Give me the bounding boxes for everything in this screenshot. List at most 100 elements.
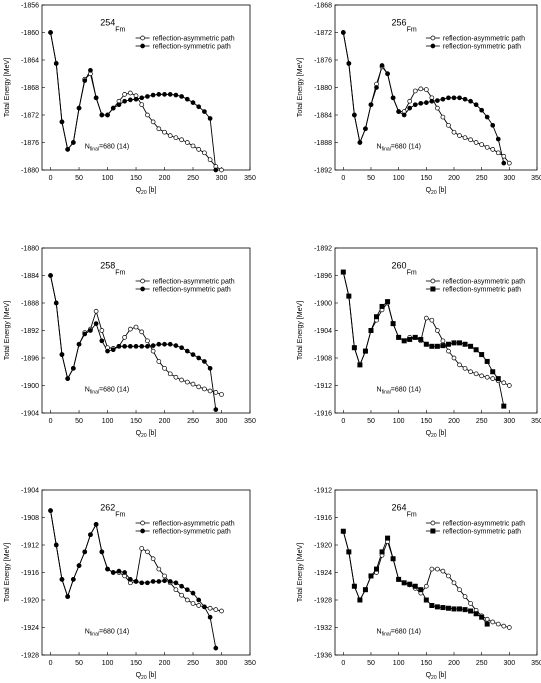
y-tick-label: -1912	[314, 383, 332, 390]
data-point	[473, 371, 479, 377]
data-point	[116, 102, 122, 108]
data-point	[99, 328, 105, 333]
x-axis-label-sub: 20	[141, 433, 147, 439]
data-point	[374, 566, 380, 572]
x-axis-label-main: Q	[426, 187, 432, 194]
data-point	[76, 341, 82, 347]
y-tick-label: -1920	[314, 543, 332, 550]
data-point	[48, 273, 53, 278]
data-point	[379, 63, 385, 68]
data-point	[340, 528, 346, 534]
x-tick-label: 50	[75, 660, 83, 667]
data-point	[207, 614, 213, 620]
x-tick-label: 300	[216, 660, 228, 667]
x-axis-label: Q20 [b]	[426, 430, 447, 439]
panel-title: 256Fm	[392, 17, 417, 33]
x-tick-label: 150	[130, 660, 142, 667]
y-tick-label: -1892	[314, 246, 332, 253]
data-point	[435, 98, 440, 103]
plot-frame	[41, 489, 251, 656]
x-tick-label: 250	[187, 418, 199, 425]
panel-title-mass: 254	[100, 17, 115, 27]
x-tick-label: 50	[75, 175, 83, 182]
data-point	[423, 583, 429, 589]
data-point	[451, 355, 457, 361]
x-axis-label: Q20 [b]	[136, 430, 157, 439]
annotation: Nfinal=680 (14)	[377, 629, 421, 638]
data-point	[93, 308, 99, 314]
annotation-sub: final	[382, 147, 391, 153]
data-point	[162, 365, 167, 371]
x-tick-label: 350	[531, 175, 541, 182]
data-point	[88, 67, 93, 73]
x-tick-label: 100	[102, 660, 114, 667]
data-point	[440, 605, 446, 611]
y-tick-label: -1860	[21, 30, 39, 37]
data-point	[368, 328, 374, 333]
data-point	[133, 579, 139, 584]
data-point	[440, 96, 446, 102]
x-tick-label: 0	[341, 660, 345, 667]
y-tick-label: -1924	[314, 570, 332, 577]
data-point	[473, 140, 479, 145]
data-point	[122, 570, 127, 575]
data-point	[412, 102, 418, 108]
data-point	[190, 601, 196, 606]
x-axis-label-main: Q	[426, 430, 432, 437]
data-point	[219, 167, 224, 173]
annotation-main: N	[85, 387, 90, 394]
x-tick-label: 350	[531, 418, 541, 425]
x-tick-label: 300	[216, 418, 228, 425]
data-point	[99, 112, 105, 118]
data-point	[162, 573, 167, 579]
data-point	[173, 374, 179, 380]
data-point	[473, 611, 479, 617]
data-point	[429, 317, 435, 323]
legend-label: reflection-symmetric path	[153, 529, 231, 536]
y-tick-label: -1892	[21, 328, 39, 335]
data-point	[501, 623, 507, 629]
data-point	[53, 61, 59, 66]
data-point	[374, 314, 380, 320]
data-point	[468, 608, 474, 614]
panel-title-mass: 262	[100, 502, 115, 512]
x-tick-label: 250	[187, 660, 199, 667]
x-tick-label: 150	[420, 418, 432, 425]
legend: reflection-asymmetric pathreflection-sym…	[135, 521, 235, 536]
panel-title-mass: 258	[100, 260, 115, 270]
data-point	[127, 343, 133, 349]
data-point	[462, 341, 468, 347]
data-point	[145, 343, 150, 349]
x-tick-label: 100	[393, 175, 405, 182]
panel-title-mass: 256	[392, 17, 407, 27]
data-point	[127, 577, 133, 582]
data-point	[173, 92, 179, 98]
data-point	[490, 376, 496, 381]
data-point	[495, 621, 501, 627]
data-point	[184, 140, 190, 145]
legend-label: reflection-symmetric path	[443, 287, 521, 294]
legend-label: reflection-symmetric path	[153, 287, 231, 294]
data-point	[396, 576, 402, 582]
data-point	[340, 269, 346, 275]
data-point	[190, 352, 196, 357]
y-tick-label: -1908	[314, 356, 332, 363]
plot-frame	[334, 4, 538, 171]
y-tick-label: -1876	[314, 58, 332, 65]
x-tick-label: 350	[244, 175, 256, 182]
x-tick-label: 300	[503, 175, 515, 182]
y-axis-label: Total Energy [MeV]	[297, 58, 304, 117]
panel-title-mass: 260	[392, 260, 407, 270]
data-point	[139, 95, 145, 101]
data-point	[451, 129, 457, 135]
data-point	[139, 580, 145, 586]
data-point	[179, 137, 184, 143]
data-point	[429, 603, 435, 608]
annotation-sub: final	[382, 390, 391, 396]
panel-title: 258Fm	[100, 260, 125, 276]
data-point	[446, 348, 451, 354]
data-point	[473, 102, 479, 108]
x-tick-label: 0	[49, 175, 53, 182]
data-point	[190, 143, 196, 149]
